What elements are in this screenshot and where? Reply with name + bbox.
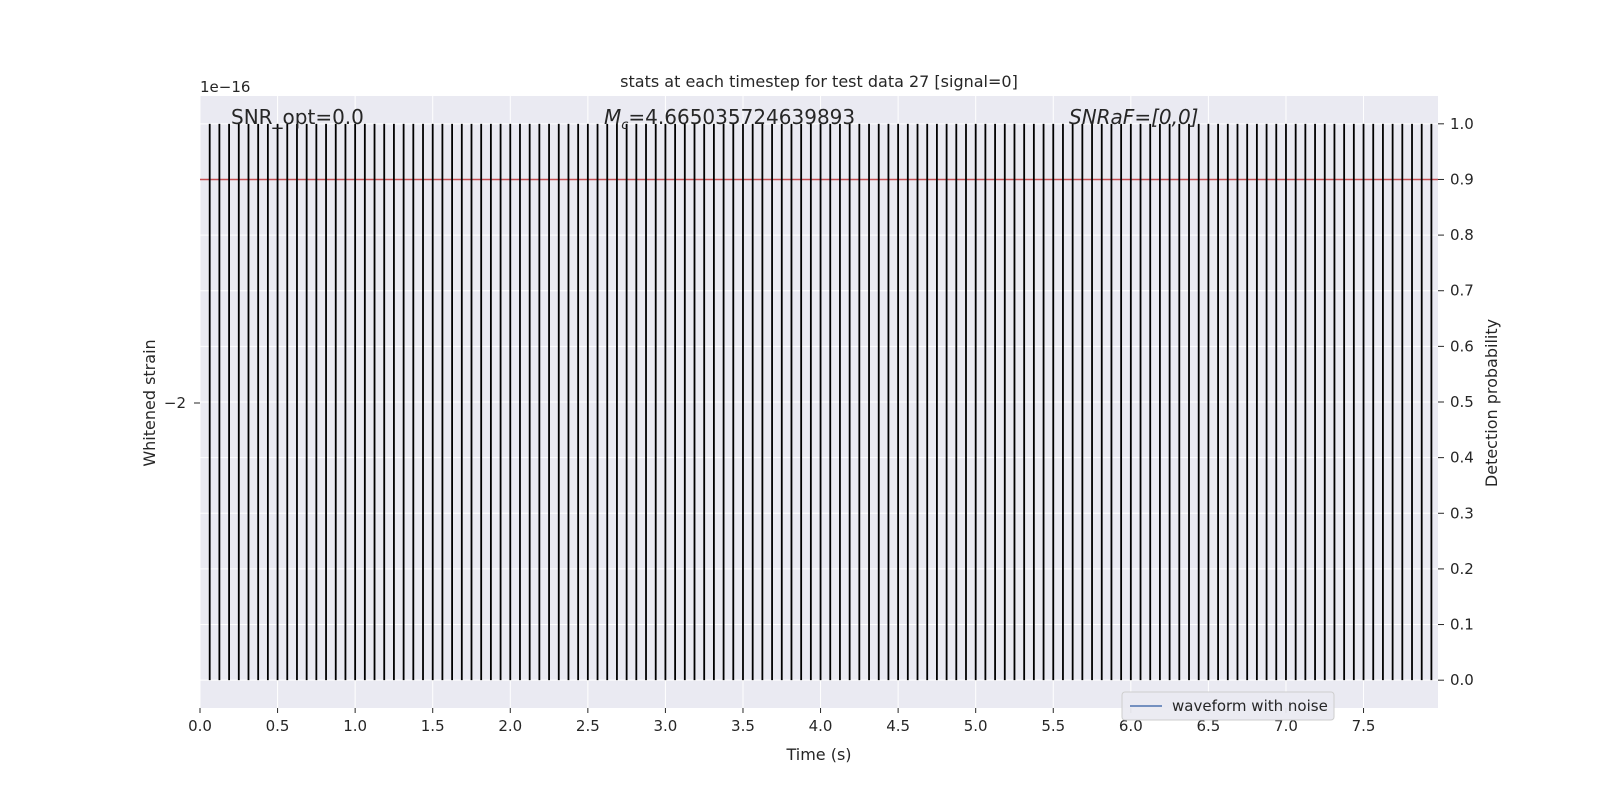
x-tick-label: 1.0	[343, 717, 367, 735]
x-tick-label: 6.5	[1196, 717, 1220, 735]
right-ytick-label: 0.9	[1450, 170, 1474, 188]
x-tick-label: 0.5	[266, 717, 290, 735]
x-axis-ticks: 0.0 0.5 1.0 1.5 2.0 2.5 3.0 3.5 4.0 4.5 5.0 5.5 6.0 6…	[188, 708, 1375, 735]
x-tick-label: 7.5	[1352, 717, 1376, 735]
legend: waveform with noise	[1121, 691, 1335, 721]
legend-box	[1121, 691, 1335, 721]
x-axis-label: Time (s)	[785, 745, 851, 764]
x-tick-label: 4.0	[809, 717, 833, 735]
right-axis-ticks: 0.0 0.1 0.2 0.3 0.4 0.5 0.6 0.7 0.8 0.9 1.0	[1438, 115, 1474, 689]
legend-label: waveform with noise	[1172, 697, 1328, 715]
right-ytick-label: 0.5	[1450, 393, 1474, 411]
right-ytick-label: 0.4	[1450, 449, 1474, 467]
right-ytick-label: 0.7	[1450, 282, 1474, 300]
chirp-mass-symbol: M	[604, 105, 621, 129]
x-tick-label: 5.5	[1041, 717, 1065, 735]
x-tick-label: 4.5	[886, 717, 910, 735]
x-tick-label: 2.5	[576, 717, 600, 735]
x-tick-label: 5.0	[964, 717, 988, 735]
right-ytick-label: 0.2	[1450, 560, 1474, 578]
right-ytick-label: 0.0	[1450, 671, 1474, 689]
x-tick-label: 7.0	[1274, 717, 1298, 735]
x-tick-label: 2.0	[498, 717, 522, 735]
x-tick-label: 0.0	[188, 717, 212, 735]
left-axis-offset-text: 1e−16	[200, 78, 250, 96]
x-tick-label: 3.0	[653, 717, 677, 735]
x-tick-label: 6.0	[1119, 717, 1143, 735]
right-ytick-label: 0.1	[1450, 616, 1474, 634]
chirp-mass-subscript: c	[621, 118, 628, 133]
right-ytick-label: 0.8	[1450, 226, 1474, 244]
x-tick-label: 3.5	[731, 717, 755, 735]
chirp-mass-annotation: Mc=4.665035724639893	[604, 105, 855, 133]
chart-title: stats at each timestep for test data 27 …	[620, 72, 1018, 91]
left-axis-label: Whitened strain	[140, 339, 159, 466]
left-ytick-label: −2	[164, 394, 186, 412]
right-axis-label: Detection probability	[1482, 319, 1501, 487]
right-ytick-label: 0.3	[1450, 504, 1474, 522]
right-ytick-label: 0.6	[1450, 337, 1474, 355]
x-tick-label: 1.5	[421, 717, 445, 735]
right-ytick-label: 1.0	[1450, 115, 1474, 133]
detection-stems	[208, 123, 1433, 681]
snraf-annotation: SNRaF=[0,0]	[1069, 105, 1198, 129]
snr-opt-annotation: SNR_opt=0.0	[231, 105, 364, 129]
chirp-mass-value: =4.665035724639893	[628, 105, 855, 129]
